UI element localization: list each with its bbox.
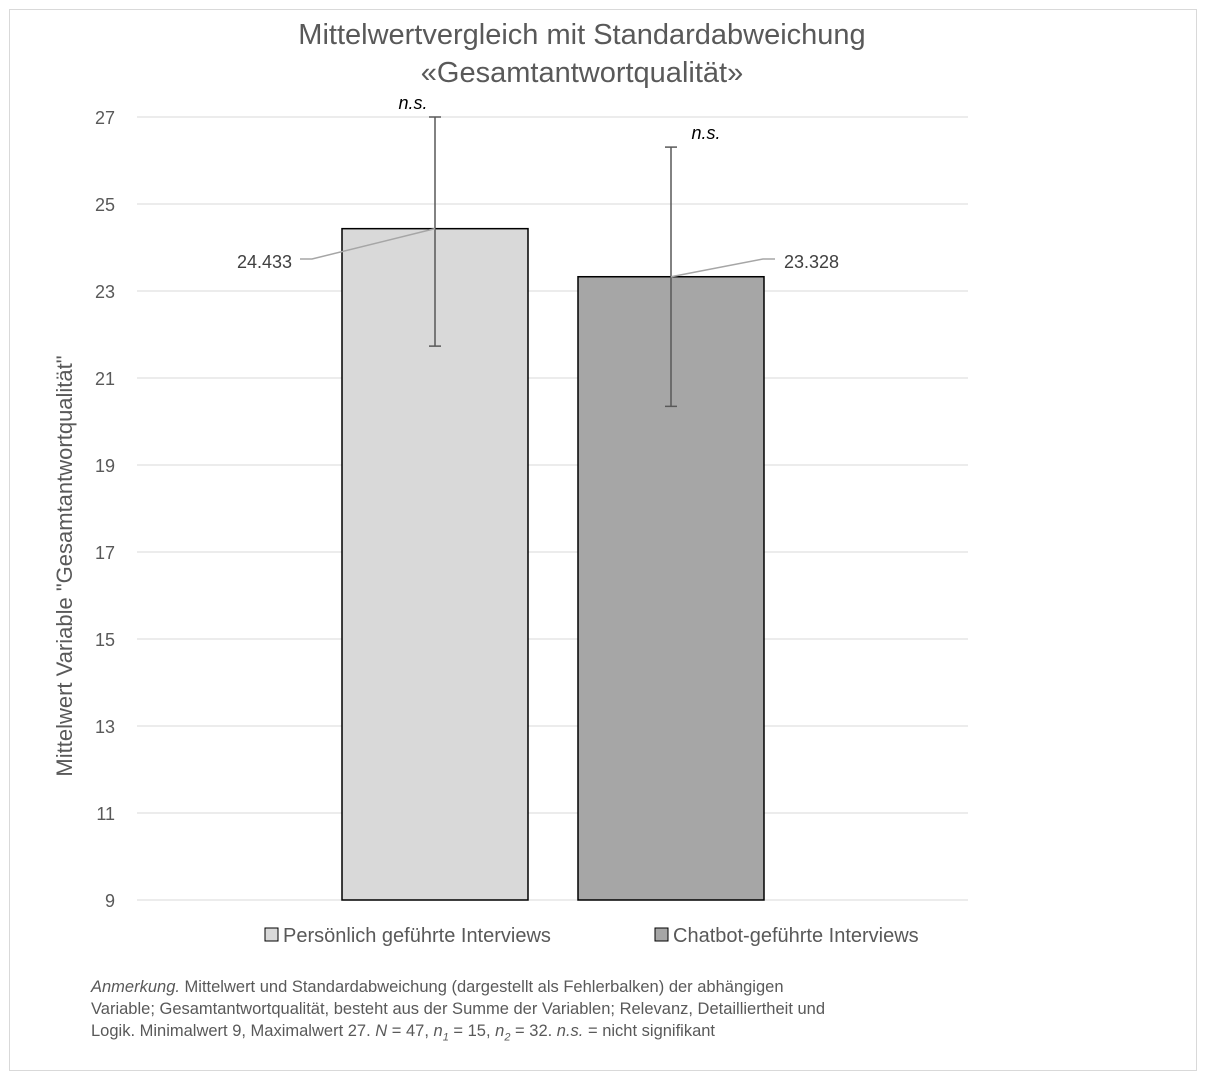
legend-swatch-1	[654, 927, 669, 942]
significance-label-1: n.s.	[691, 123, 720, 143]
note-n1: n	[433, 1022, 443, 1040]
leader-line-1	[670, 258, 775, 278]
note-line1: Mittelwert und Standardabweichung (darge…	[179, 978, 784, 996]
y-tick-21: 21	[95, 369, 115, 389]
y-tick-17: 17	[95, 543, 115, 563]
note-ns: n.s.	[556, 1022, 584, 1040]
y-tick-19: 19	[95, 456, 115, 476]
data-labels: n.s. 24.433 n.s. 23.328	[237, 93, 839, 278]
leader-line-0	[300, 227, 436, 260]
y-tick-27: 27	[95, 108, 115, 128]
note-n2-sub: 2	[504, 1031, 511, 1044]
figure-note: Anmerkung. Mittelwert und Standardabweic…	[91, 976, 1091, 1048]
legend-label-1: Chatbot-geführte Interviews	[673, 925, 919, 947]
gridlines	[137, 116, 968, 901]
note-n2-value: = 32.	[510, 1022, 557, 1040]
y-tick-labels: 9 11 13 15 17 19 21 23 25 27	[95, 108, 115, 911]
note-n2: n	[495, 1022, 505, 1040]
note-n1-value: = 15,	[448, 1022, 496, 1040]
legend-label-0: Persönlich geführte Interviews	[283, 925, 551, 947]
y-tick-23: 23	[95, 282, 115, 302]
note-lead: Anmerkung.	[91, 978, 180, 996]
y-axis-label: Mittelwert Variable "Gesamtantwortqualit…	[52, 355, 77, 776]
bars	[341, 227, 765, 901]
data-label-0: 24.433	[237, 252, 292, 272]
note-N-value: = 47,	[387, 1022, 434, 1040]
y-tick-15: 15	[95, 630, 115, 650]
note-n1-sub: 1	[442, 1031, 449, 1044]
note-ns-def: = nicht signifikant	[583, 1022, 716, 1040]
note-line2: Variable; Gesamtantwortqualität, besteht…	[91, 1000, 826, 1018]
note-line3: Logik. Minimalwert 9, Maximalwert 27.	[91, 1022, 376, 1040]
significance-label-0: n.s.	[398, 93, 427, 113]
y-tick-11: 11	[96, 804, 115, 824]
chart-title-line2: «Gesamtantwortqualität»	[421, 57, 743, 89]
y-tick-13: 13	[95, 717, 115, 737]
y-tick-25: 25	[95, 195, 115, 215]
data-label-1: 23.328	[784, 252, 839, 272]
chart-title-line1: Mittelwertvergleich mit Standardabweichu…	[298, 19, 865, 51]
y-tick-9: 9	[105, 891, 115, 911]
note-N: N	[375, 1022, 388, 1040]
legend-swatch-0	[264, 927, 279, 942]
legend: Persönlich geführte Interviews Chatbot-ge…	[264, 925, 919, 947]
